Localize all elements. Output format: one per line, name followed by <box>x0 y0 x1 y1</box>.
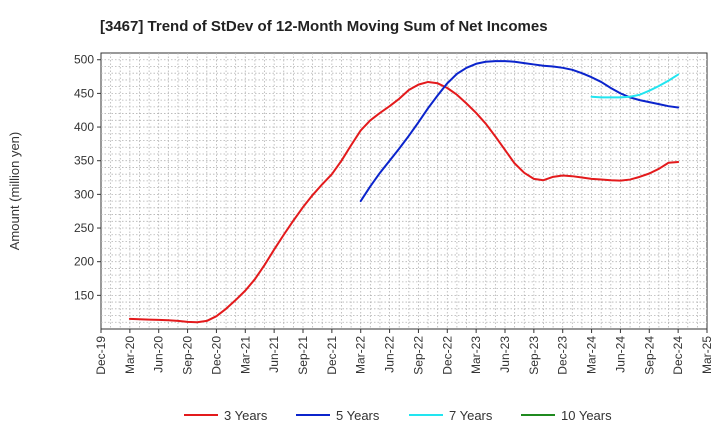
x-tick-label: Sep-21 <box>296 336 310 375</box>
x-tick-label: Sep-20 <box>181 336 195 375</box>
x-tick-label: Dec-22 <box>440 336 454 375</box>
y-tick-label: 150 <box>74 288 94 302</box>
y-tick-label: 200 <box>74 255 94 269</box>
x-tick-label: Dec-24 <box>671 336 685 375</box>
legend-label-3: 10 Years <box>561 408 612 423</box>
legend-label-2: 7 Years <box>449 408 493 423</box>
legend-label-0: 3 Years <box>224 408 268 423</box>
plot-area <box>100 52 708 330</box>
x-tick-label: Jun-24 <box>613 336 627 373</box>
x-tick-label: Mar-21 <box>238 336 252 374</box>
x-tick-label: Mar-22 <box>354 336 368 374</box>
x-tick-label: Sep-24 <box>642 336 656 375</box>
x-tick-label: Sep-22 <box>411 336 425 375</box>
x-tick-label: Dec-21 <box>325 336 339 375</box>
x-tick-label: Dec-19 <box>94 336 108 375</box>
x-tick-label: Mar-23 <box>469 336 483 374</box>
x-tick-label: Sep-23 <box>527 336 541 375</box>
y-tick-label: 500 <box>74 53 94 67</box>
y-axis-label: Amount (million yen) <box>7 132 22 251</box>
y-tick-label: 400 <box>74 120 94 134</box>
chart-title: [3467] Trend of StDev of 12-Month Moving… <box>100 18 548 35</box>
series-lines <box>128 60 680 324</box>
y-tick-label: 300 <box>74 187 94 201</box>
y-tick-label: 250 <box>74 221 94 235</box>
y-axis: 150 200 250 300 350 400 450 500 <box>74 53 101 302</box>
x-tick-label: Mar-25 <box>700 336 714 374</box>
x-tick-label: Mar-24 <box>585 336 599 374</box>
legend-label-1: 5 Years <box>336 408 380 423</box>
series-line-1 <box>359 60 680 203</box>
x-tick-label: Jun-22 <box>383 336 397 373</box>
series-line-2 <box>590 73 680 99</box>
x-tick-label: Mar-20 <box>123 336 137 374</box>
x-tick-label: Dec-23 <box>556 336 570 375</box>
series-line-0 <box>128 80 680 324</box>
legend: 3 Years 5 Years 7 Years 10 Years <box>184 408 612 423</box>
x-tick-label: Jun-23 <box>498 336 512 373</box>
x-axis: Dec-19 Mar-20 Jun-20 Sep-20 Dec-20 Mar-21 Jun-… <box>94 329 714 375</box>
grid <box>101 53 707 329</box>
x-tick-label: Dec-20 <box>209 336 223 375</box>
y-tick-label: 350 <box>74 154 94 168</box>
x-tick-label: Jun-20 <box>152 336 166 373</box>
x-tick-label: Jun-21 <box>267 336 281 373</box>
y-tick-label: 450 <box>74 86 94 100</box>
